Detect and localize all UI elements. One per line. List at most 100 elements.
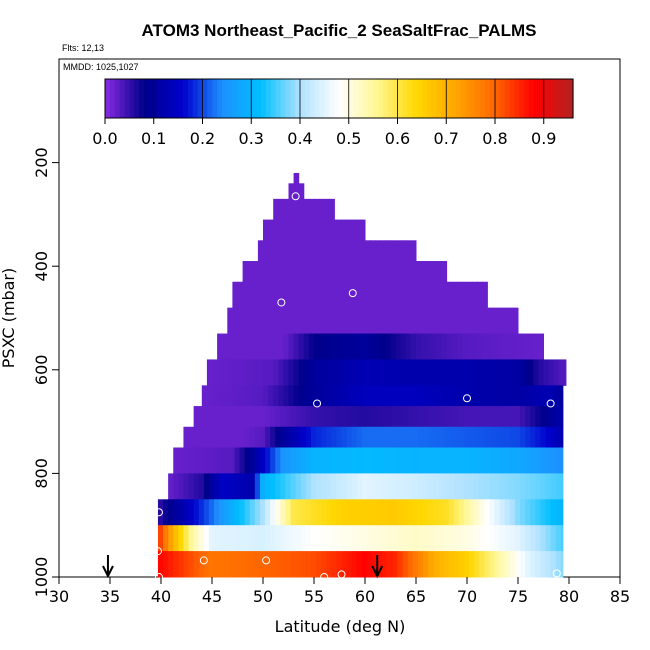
- heatmap-cell: [227, 333, 233, 360]
- heatmap-cell: [329, 219, 335, 241]
- heatmap-cell: [387, 447, 394, 474]
- heatmap-cell: [385, 385, 391, 407]
- heatmap-cell: [308, 261, 315, 283]
- heatmap-cell: [365, 261, 371, 283]
- heatmap-cell: [492, 385, 499, 407]
- heatmap-cell: [293, 183, 300, 200]
- heatmap-cell: [525, 406, 531, 428]
- heatmap-cell: [443, 499, 450, 526]
- heatmap-cell: [329, 333, 335, 360]
- heatmap-cell: [270, 499, 276, 526]
- heatmap-cell: [412, 551, 419, 578]
- heatmap-cell: [428, 473, 434, 500]
- colorbar-swatch: [529, 79, 535, 118]
- heatmap-cell: [331, 406, 337, 428]
- heatmap-cell: [560, 499, 564, 526]
- colorbar-frame: [104, 78, 574, 119]
- heatmap-cell: [453, 473, 460, 500]
- heatmap-cell: [395, 240, 402, 262]
- heatmap-cell: [558, 359, 565, 386]
- colorbar-swatch: [158, 79, 165, 118]
- heatmap-cell: [298, 307, 305, 335]
- heatmap-cell: [295, 447, 302, 474]
- heatmap-cell: [463, 499, 470, 526]
- heatmap-cell: [520, 447, 526, 474]
- heatmap-cell: [392, 525, 399, 552]
- heatmap-cell: [298, 183, 305, 200]
- heatmap-cell: [451, 385, 458, 407]
- colorbar-swatch: [217, 79, 223, 118]
- heatmap-cell: [525, 551, 531, 578]
- heatmap-cell: [477, 385, 483, 407]
- heatmap-cell: [477, 333, 483, 360]
- heatmap-cell: [397, 473, 404, 500]
- heatmap-cell: [252, 385, 259, 407]
- heatmap-cell: [305, 447, 312, 474]
- heatmap-cell: [407, 551, 414, 578]
- heatmap-cell: [418, 426, 424, 448]
- heatmap-cell: [375, 385, 381, 407]
- heatmap-cell: [349, 219, 356, 241]
- heatmap-cell: [361, 447, 368, 474]
- heatmap-cell: [351, 551, 358, 578]
- heatmap-cell: [443, 473, 450, 500]
- heatmap-cell: [252, 333, 259, 360]
- heatmap-cell: [377, 499, 383, 526]
- heatmap-cell: [509, 525, 516, 552]
- heatmap-cell: [395, 261, 402, 283]
- heatmap-cell: [239, 426, 246, 448]
- x-tick-label: 85: [610, 587, 630, 606]
- colorbar-swatch: [329, 79, 335, 118]
- heatmap-cell: [237, 385, 244, 407]
- heatmap-cell: [293, 281, 300, 309]
- heatmap-cell: [278, 219, 284, 241]
- heatmap-cell: [252, 281, 259, 309]
- colorbar-swatch: [426, 79, 433, 118]
- heatmap-cell: [456, 333, 463, 360]
- heatmap-cell: [229, 406, 235, 428]
- heatmap-cell: [354, 385, 361, 407]
- heatmap-cell: [402, 473, 409, 500]
- heatmap-cell: [206, 359, 213, 386]
- heatmap-cell: [198, 473, 205, 500]
- heatmap-cell: [242, 307, 249, 335]
- heatmap-cell: [354, 261, 361, 283]
- heatmap-cell: [308, 281, 315, 309]
- heatmap-cell: [259, 426, 266, 448]
- heatmap-cell: [451, 333, 458, 360]
- heatmap-cell: [341, 426, 348, 448]
- heatmap-cell: [555, 551, 562, 578]
- heatmap-cell: [257, 307, 264, 335]
- heatmap-cell: [321, 499, 327, 526]
- heatmap-cell: [336, 473, 343, 500]
- heatmap-cell: [525, 473, 531, 500]
- arrows: [102, 555, 384, 579]
- heatmap-cell: [530, 525, 536, 552]
- heatmap-cell: [405, 385, 412, 407]
- heatmap-cell: [303, 359, 310, 386]
- heatmap-cell: [316, 406, 322, 428]
- heatmap-cell: [453, 525, 460, 552]
- heatmap-cell: [482, 307, 488, 335]
- heatmap-cell: [263, 385, 269, 407]
- heatmap-cell: [390, 281, 397, 309]
- heatmap-cell: [548, 359, 555, 386]
- heatmap-cell: [494, 525, 501, 552]
- colorbar-swatch: [470, 79, 477, 118]
- heatmap-cell: [448, 499, 455, 526]
- heatmap-cell: [443, 406, 450, 428]
- heatmap-cell: [239, 447, 246, 474]
- heatmap-cell: [443, 525, 450, 552]
- heatmap-cell: [341, 525, 348, 552]
- heatmap-cell: [346, 447, 353, 474]
- heatmap-cell: [283, 281, 289, 309]
- heatmap-cell: [387, 473, 394, 500]
- heatmap-cell: [361, 406, 368, 428]
- heatmap-cell: [382, 551, 388, 578]
- heatmap-cell: [380, 240, 386, 262]
- heatmap-cell: [410, 333, 417, 360]
- heatmap-cell: [288, 198, 295, 221]
- heatmap-cell: [433, 447, 439, 474]
- heatmap-cell: [321, 426, 327, 448]
- heatmap-cell: [163, 551, 169, 578]
